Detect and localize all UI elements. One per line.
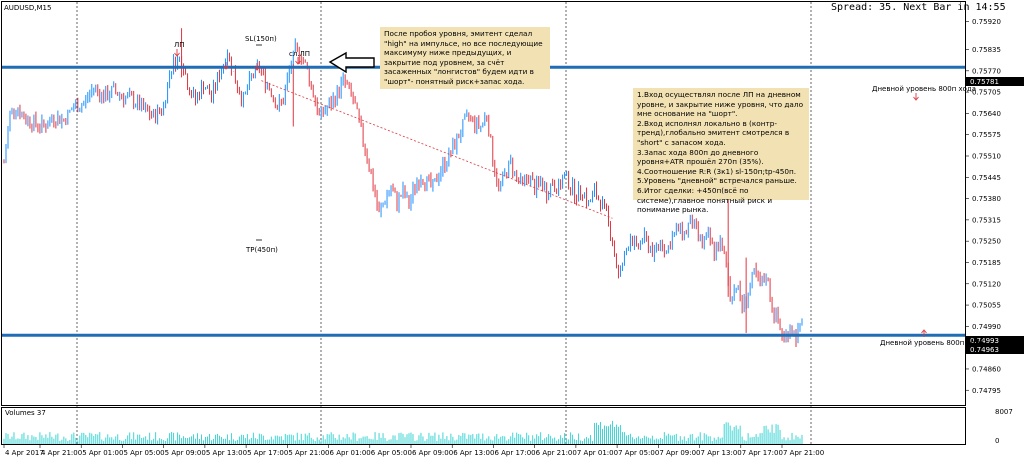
level-top-badge bbox=[966, 77, 1024, 86]
price-tick-label: 0.75315 bbox=[972, 216, 1001, 224]
note-right-line: 5.Уровень "дневной" встречался раньше. bbox=[637, 176, 797, 186]
note-right: 1.Вход осуществлял после ЛП на дневном у… bbox=[633, 88, 809, 214]
time-tick-label: 5 Apr 05:00 bbox=[123, 449, 164, 457]
time-tick-label: 4 Apr 2017 bbox=[5, 449, 44, 457]
price-tick-label: 0.75575 bbox=[972, 131, 1001, 139]
time-tick-label: 5 Apr 13:00 bbox=[206, 449, 247, 457]
time-tick-label: 6 Apr 01:00 bbox=[330, 449, 371, 457]
level-bottom-badge bbox=[966, 345, 1024, 354]
volume-frame bbox=[1, 407, 966, 445]
price-tick-label: 0.75445 bbox=[972, 174, 1001, 182]
down-arrow-icon bbox=[295, 57, 301, 65]
spread-info: Spread: 35. Next Bar in 14:55 bbox=[831, 2, 1006, 13]
volumes-label: Volumes 37 bbox=[5, 409, 46, 417]
note-right-line: 2.Вход исполнял локально в (контр-тренд)… bbox=[637, 118, 790, 147]
current-price-badge bbox=[966, 336, 1024, 345]
time-tick-label: 6 Apr 05:00 bbox=[371, 449, 412, 457]
volume-max-label: 8007 bbox=[995, 408, 1013, 416]
trade-line bbox=[261, 80, 613, 219]
note-top-text: После пробоя уровня, эмитент сделал "hig… bbox=[384, 29, 543, 86]
down-arrow-icon bbox=[174, 49, 180, 57]
symbol-label: AUDUSD,M15 bbox=[4, 4, 52, 12]
time-tick-label: 6 Apr 21:00 bbox=[536, 449, 577, 457]
down-arrow-icon bbox=[913, 93, 919, 101]
level-top-price-label: 0.75781 bbox=[970, 78, 999, 86]
note-top: После пробоя уровня, эмитент сделал "hig… bbox=[380, 27, 550, 89]
volume-zero-label: 0 bbox=[995, 437, 999, 445]
current-price-label: 0.74993 bbox=[970, 337, 999, 345]
time-tick-label: 7 Apr 01:00 bbox=[577, 449, 618, 457]
price-tick-label: 0.75510 bbox=[972, 152, 1001, 160]
price-axis: 0.75920 0.75835 0.75770 0.75705 0.75640 0.755… bbox=[965, 18, 1001, 395]
tp-label: TP(450п) bbox=[245, 246, 278, 254]
day-separators bbox=[76, 2, 812, 444]
time-tick-label: 5 Apr 09:00 bbox=[165, 449, 206, 457]
time-tick-label: 4 Apr 21:00 bbox=[41, 449, 82, 457]
price-tick-label: 0.75835 bbox=[972, 46, 1001, 54]
price-tick-label: 0.75640 bbox=[972, 110, 1001, 118]
time-tick-label: 7 Apr 17:00 bbox=[742, 449, 783, 457]
level-bottom-price-label: 0.74963 bbox=[970, 346, 999, 354]
time-tick-label: 6 Apr 17:00 bbox=[494, 449, 535, 457]
time-tick-label: 6 Apr 13:00 bbox=[453, 449, 494, 457]
note-right-line: 1.Вход осуществлял после ЛП на дневном у… bbox=[637, 90, 804, 119]
note-right-line: 6.Итог сделки: +450п(всё по системе),гла… bbox=[637, 185, 773, 215]
time-tick-label: 5 Apr 01:00 bbox=[82, 449, 123, 457]
volume-bars bbox=[3, 420, 803, 444]
note-right-line: 4.Соотношение R:R (3к1) sl-150п;tp-450п. bbox=[637, 166, 797, 176]
level-top-text: Дневной уровень 800п хода bbox=[872, 85, 976, 93]
price-tick-label: 0.74990 bbox=[972, 323, 1001, 331]
sl-label: SL(150п) bbox=[245, 35, 277, 43]
down-arrow-icon bbox=[223, 62, 229, 70]
down-arrow-icon bbox=[254, 63, 260, 71]
lp-label: ЛП bbox=[174, 41, 185, 49]
time-tick-label: 7 Apr 13:00 bbox=[701, 449, 742, 457]
time-tick-label: 7 Apr 21:00 bbox=[783, 449, 824, 457]
price-tick-label: 0.75250 bbox=[972, 238, 1001, 246]
note-right-line: 3.Запас хода 800п до дневного уровня+ATR… bbox=[637, 147, 764, 167]
cl-lp-label: сл.ЛП bbox=[289, 50, 310, 58]
time-tick-label: 5 Apr 17:00 bbox=[247, 449, 288, 457]
price-tick-label: 0.75120 bbox=[972, 280, 1001, 288]
price-tick-label: 0.74860 bbox=[972, 365, 1001, 373]
time-tick-label: 7 Apr 05:00 bbox=[618, 449, 659, 457]
price-tick-label: 0.75185 bbox=[972, 259, 1001, 267]
time-tick-label: 6 Apr 09:00 bbox=[412, 449, 453, 457]
price-tick-label: 0.75920 bbox=[972, 18, 1001, 26]
up-arrow-icon bbox=[921, 329, 927, 337]
time-tick-label: 7 Apr 09:00 bbox=[659, 449, 700, 457]
price-tick-label: 0.75770 bbox=[972, 67, 1001, 75]
level-bottom-text: Дневной уровень 800п хода bbox=[880, 339, 984, 347]
price-tick-label: 0.75380 bbox=[972, 195, 1001, 203]
price-tick-label: 0.75055 bbox=[972, 302, 1001, 310]
candles bbox=[3, 28, 803, 348]
price-tick-label: 0.75705 bbox=[972, 89, 1001, 97]
price-tick-label: 0.74795 bbox=[972, 387, 1001, 395]
left-arrow-icon bbox=[328, 51, 375, 74]
time-tick-label: 5 Apr 21:00 bbox=[288, 449, 329, 457]
